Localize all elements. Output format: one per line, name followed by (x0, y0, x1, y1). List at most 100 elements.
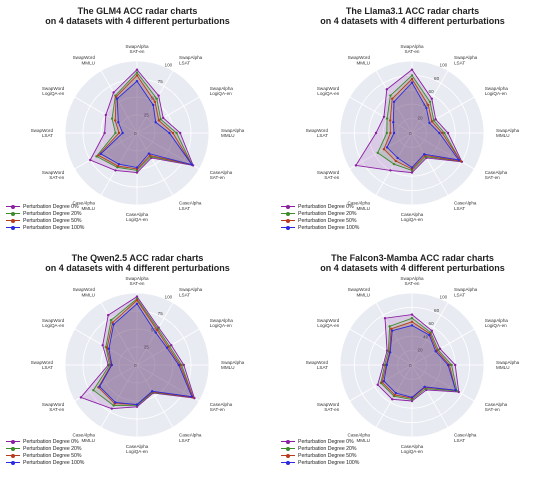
axis-label: SwapWord SAT-en (317, 170, 340, 180)
data-point (385, 117, 389, 120)
axis-label: SwapWord SAT-en (317, 402, 340, 412)
data-point (112, 404, 115, 407)
data-point (135, 403, 139, 406)
chart-title-line1: The Qwen2.5 ACC radar charts (71, 253, 204, 263)
legend-item: Perturbation Degree 100% (6, 224, 84, 231)
data-point (410, 74, 414, 77)
data-point (113, 119, 117, 122)
data-point (152, 103, 155, 107)
data-point (109, 318, 113, 322)
data-point (157, 119, 161, 122)
tick-label: 100 (440, 294, 448, 299)
legend-label: Perturbation Degree 20% (298, 445, 357, 452)
data-point (391, 329, 394, 332)
tick-label: 75 (158, 311, 164, 316)
spoke (136, 302, 174, 366)
axis-label: SwapWord LSAT (306, 360, 329, 370)
data-point (389, 327, 393, 331)
data-point (410, 171, 414, 174)
data-point (450, 363, 453, 367)
axis-label: SwapWord MMLU (348, 55, 371, 65)
tick-label: 20 (418, 116, 424, 121)
spoke (349, 96, 413, 134)
legend-item: Perturbation Degree 50% (6, 452, 84, 459)
data-point (114, 401, 117, 404)
legend-swatch (6, 211, 20, 216)
data-point (112, 323, 115, 326)
data-point (161, 116, 165, 120)
data-point (165, 346, 169, 349)
legend-item: Perturbation Degree 100% (281, 459, 359, 466)
tick-label-zero: 0 (134, 363, 137, 368)
data-point (388, 325, 391, 328)
data-point (441, 131, 444, 135)
data-point (428, 121, 431, 125)
chart-legend: Perturbation Degree 0% Perturbation Degr… (6, 203, 84, 231)
data-point (410, 68, 414, 71)
legend-item: Perturbation Degree 0% (6, 203, 84, 210)
data-point (382, 380, 386, 383)
spoke (411, 364, 475, 402)
data-point (107, 313, 110, 317)
legend-item: Perturbation Degree 20% (281, 210, 359, 217)
data-point (392, 121, 395, 124)
data-point (148, 154, 152, 157)
legend-item: Perturbation Degree 50% (6, 217, 84, 224)
data-point (135, 295, 139, 298)
data-point (410, 166, 414, 169)
data-point (438, 347, 442, 350)
data-point (99, 152, 103, 156)
data-point (171, 131, 175, 135)
data-point (394, 391, 397, 395)
axis-label: CaseAlpha LogiQA-en (401, 444, 424, 454)
axis-label: SwapWord LSAT (31, 360, 54, 370)
legend-swatch (281, 225, 295, 230)
axis-label: CaseAlpha SAT-en (485, 170, 508, 180)
legend-label: Perturbation Degree 0% (23, 438, 79, 445)
data-point (383, 317, 387, 320)
legend-label: Perturbation Degree 100% (23, 459, 85, 466)
axis-label: SwapAlpha LogiQA-en (485, 86, 509, 96)
data-point (110, 117, 114, 120)
tick-label: 40 (423, 102, 429, 107)
data-point (179, 131, 182, 135)
data-point (432, 119, 436, 122)
data-point (154, 121, 157, 124)
axis-label: SwapAlpha SAT-en (400, 44, 424, 54)
data-point (410, 317, 414, 320)
legend-swatch (6, 439, 20, 444)
legend-item: Perturbation Degree 20% (6, 445, 84, 452)
data-point (114, 169, 117, 172)
axis-label: SwapWord SAT-en (42, 170, 65, 180)
data-point (430, 97, 433, 100)
data-point (150, 389, 154, 393)
data-point (430, 120, 434, 123)
legend-swatch (281, 439, 295, 444)
data-point (410, 313, 414, 316)
tick-label: 80 (434, 76, 440, 81)
axis-label: CaseAlpha LSAT (454, 433, 477, 443)
data-point (385, 88, 388, 91)
data-point (428, 100, 432, 104)
data-point (147, 152, 151, 155)
legend-item: Perturbation Degree 20% (6, 210, 84, 217)
axis-label: SwapWord MMLU (73, 55, 96, 65)
data-point (89, 158, 92, 162)
data-point (117, 121, 120, 124)
data-point (135, 68, 139, 71)
data-point (410, 77, 414, 81)
chart-title-line1: The Falcon3-Mamba ACC radar charts (331, 253, 494, 263)
chart-title-line1: The Llama3.1 ACC radar charts (345, 6, 480, 16)
data-point (389, 131, 392, 135)
data-point (190, 163, 194, 166)
data-point (107, 347, 111, 350)
data-point (389, 169, 392, 172)
chart-title: The GLM4 ACC radar charts on 4 datasets … (0, 6, 275, 26)
axis-label: CaseAlpha LSAT (179, 433, 202, 443)
data-point (457, 390, 460, 394)
data-point (190, 395, 194, 398)
data-point (446, 363, 450, 367)
chart-legend: Perturbation Degree 0% Perturbation Degr… (6, 438, 84, 466)
legend-label: Perturbation Degree 0% (23, 203, 79, 210)
legend-item: Perturbation Degree 100% (281, 224, 359, 231)
